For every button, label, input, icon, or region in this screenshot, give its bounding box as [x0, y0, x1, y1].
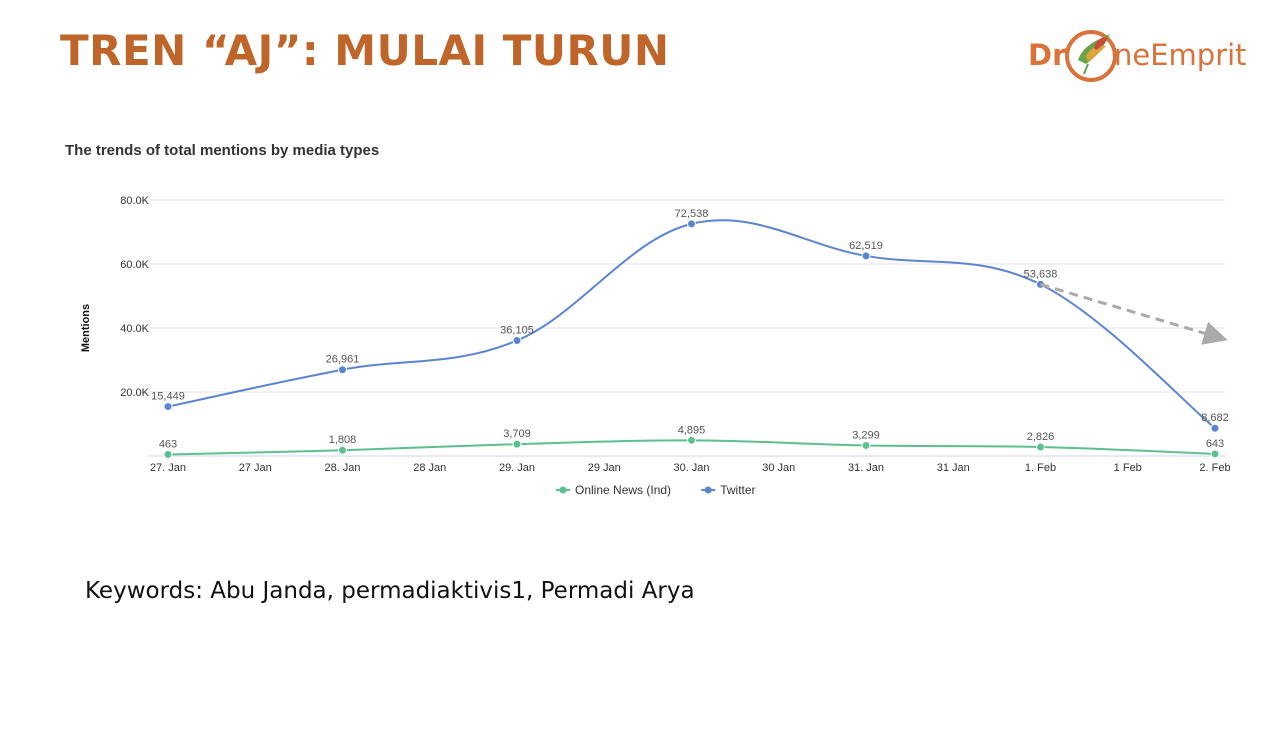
- data-label: 62,519: [849, 240, 883, 252]
- data-point: [338, 445, 347, 455]
- data-label: 2,826: [1027, 431, 1055, 443]
- data-label: 463: [159, 439, 177, 451]
- x-tick-label: 31. Jan: [848, 462, 884, 474]
- data-point: [1210, 423, 1220, 433]
- y-tick-label: 80.0K: [120, 195, 149, 207]
- data-label: 1,808: [329, 434, 357, 446]
- data-point: [861, 251, 871, 261]
- x-tick-label: 1. Feb: [1025, 462, 1056, 474]
- x-tick-label: 27 Jan: [239, 462, 272, 474]
- legend-item-1: Twitter: [701, 483, 756, 497]
- data-point: [512, 439, 522, 449]
- trend-arrow: [1040, 282, 1228, 345]
- y-tick-label: 60.0K: [120, 259, 149, 271]
- x-tick-label: 31 Jan: [937, 462, 970, 474]
- y-tick-label: 20.0K: [120, 387, 149, 399]
- drone-ring-bird-icon: [1065, 30, 1117, 82]
- y-tick-label: 40.0K: [120, 323, 149, 335]
- keywords-text: Keywords: Abu Janda, permadiaktivis1, Pe…: [85, 578, 695, 604]
- legend-label: Twitter: [720, 483, 755, 497]
- data-label: 15,449: [151, 391, 185, 403]
- x-tick-label: 28. Jan: [324, 462, 360, 474]
- data-point: [512, 335, 522, 345]
- data-point: [163, 450, 173, 460]
- data-point: [1210, 449, 1220, 459]
- data-label: 3,709: [503, 428, 531, 440]
- legend-swatch-dot: [704, 486, 712, 494]
- data-point: [163, 402, 173, 412]
- logo-text-right: neEmprit: [1114, 38, 1247, 72]
- x-tick-label: 2. Feb: [1199, 462, 1230, 474]
- x-tick-label: 1 Feb: [1114, 462, 1142, 474]
- y-axis-title: Mentions: [80, 304, 92, 352]
- x-tick-label: 27. Jan: [150, 462, 186, 474]
- x-tick-label: 30. Jan: [673, 462, 709, 474]
- data-label: 4,895: [678, 424, 706, 436]
- data-point: [687, 219, 696, 229]
- chart-title: The trends of total mentions by media ty…: [65, 142, 380, 159]
- x-tick-label: 30 Jan: [762, 462, 795, 474]
- drone-emprit-logo: Dr neEmprit: [1028, 24, 1248, 84]
- legend-swatch-dot: [559, 486, 567, 494]
- slide-title: TREN “AJ”: MULAI TURUN: [60, 26, 670, 75]
- logo-text-left: Dr: [1028, 38, 1067, 72]
- x-tick-label: 29 Jan: [588, 462, 621, 474]
- series-line-1: [167, 219, 1216, 429]
- legend-item-0: Online News (Ind): [556, 483, 671, 497]
- data-label: 53,638: [1024, 268, 1058, 280]
- data-label: 26,961: [326, 354, 360, 366]
- data-point: [861, 440, 871, 450]
- data-label: 8,682: [1201, 412, 1229, 424]
- data-point: [687, 435, 696, 445]
- x-tick-label: 28 Jan: [413, 462, 446, 474]
- data-label: 36,105: [500, 324, 534, 336]
- line-chart: 20.0K 40.0K 60.0K 80.0K 27. Jan 27 Jan 28. Jan…: [80, 195, 1231, 497]
- data-label: 72,538: [675, 208, 709, 220]
- x-tick-label: 29. Jan: [499, 462, 535, 474]
- data-point: [1036, 442, 1045, 452]
- data-label: 643: [1206, 438, 1224, 450]
- data-label: 3,299: [852, 429, 880, 441]
- legend-label: Online News (Ind): [575, 483, 671, 497]
- data-point: [338, 365, 347, 375]
